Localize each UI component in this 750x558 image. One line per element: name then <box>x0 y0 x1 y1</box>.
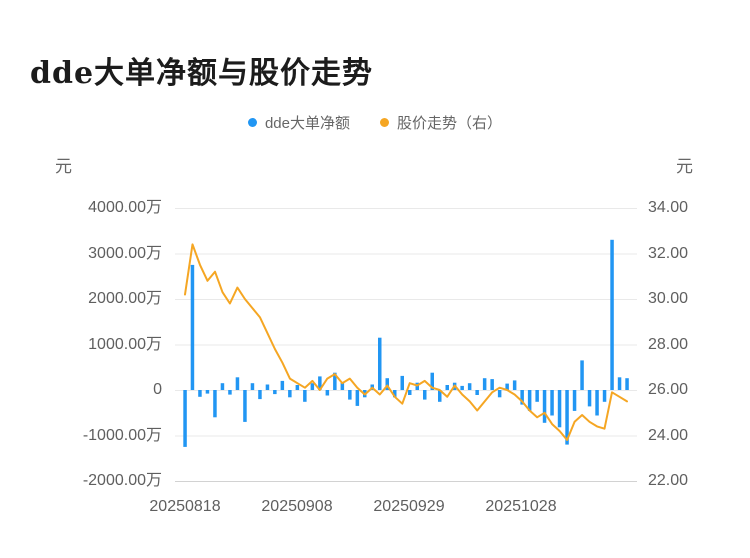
bar <box>340 382 345 390</box>
x-tick: 20250929 <box>373 498 445 515</box>
legend-item-dde[interactable]: dde大单净额 <box>247 112 350 133</box>
left-y-axis: 4000.00万 3000.00万 2000.00万 1000.00万 0 -1… <box>38 199 162 490</box>
legend: dde大单净额 股价走势（右） <box>0 112 750 133</box>
bar <box>378 337 382 390</box>
y-tick-left: 2000.00万 <box>88 290 162 307</box>
bars-series <box>183 239 629 447</box>
bar <box>430 372 434 390</box>
bar <box>460 385 464 390</box>
bar <box>250 383 255 390</box>
price-line <box>184 243 628 441</box>
bar <box>602 390 607 402</box>
bar <box>280 380 285 390</box>
bar <box>527 390 532 411</box>
bar <box>325 390 330 396</box>
bar <box>303 390 307 402</box>
legend-label: 股价走势（右） <box>397 115 503 132</box>
bar <box>452 382 457 390</box>
bar <box>265 384 270 390</box>
bar <box>213 390 217 418</box>
y-tick-right: 30.00 <box>648 290 689 307</box>
bar <box>310 383 315 390</box>
y-tick-right: 24.00 <box>648 426 689 444</box>
bar <box>355 390 360 406</box>
bar <box>235 377 240 390</box>
bar <box>385 378 389 390</box>
bar <box>617 377 622 390</box>
bar <box>580 360 584 390</box>
y-tick-left: -2000.00万 <box>82 472 162 489</box>
y-tick-right: 32.00 <box>648 244 689 262</box>
x-axis: 20250818 20250908 20250929 20251028 <box>0 498 750 520</box>
y-tick-left: 0 <box>153 381 162 398</box>
bar <box>557 390 562 428</box>
bar <box>445 385 449 390</box>
bar <box>512 380 517 390</box>
bar <box>190 264 195 390</box>
y-tick-right: 28.00 <box>648 335 689 353</box>
bar <box>400 375 404 390</box>
y-tick-right: 26.00 <box>648 381 689 398</box>
y-tick-right: 34.00 <box>648 199 689 216</box>
x-tick: 20250818 <box>149 498 221 515</box>
bar <box>572 390 577 411</box>
bar <box>438 390 442 402</box>
bar <box>363 390 367 398</box>
legend-dot-icon <box>380 118 389 127</box>
legend-item-price[interactable]: 股价走势（右） <box>380 112 502 133</box>
bar <box>288 390 292 398</box>
bar <box>333 372 337 390</box>
legend-dot-icon <box>247 118 257 127</box>
right-axis-unit: 元 <box>676 157 693 176</box>
y-tick-left: 3000.00万 <box>88 244 162 262</box>
bar <box>348 390 352 400</box>
bar <box>228 390 232 395</box>
bar <box>535 390 539 402</box>
bar <box>393 390 397 398</box>
bar <box>475 390 479 395</box>
bar <box>295 385 300 390</box>
y-tick-left: -1000.00万 <box>82 426 162 444</box>
page-title: dde大单净额与股价走势 <box>30 56 374 92</box>
bar <box>467 383 472 390</box>
bar <box>205 390 210 394</box>
bar <box>542 390 547 423</box>
bar <box>505 383 509 390</box>
bar <box>565 390 569 445</box>
bar <box>183 390 187 447</box>
bar <box>408 390 412 395</box>
bar <box>243 390 247 422</box>
bar <box>318 376 322 390</box>
y-tick-left: 4000.00万 <box>88 199 162 216</box>
bar <box>220 383 225 390</box>
x-tick: 20251028 <box>485 498 557 515</box>
bar <box>198 390 202 397</box>
bar <box>587 390 592 407</box>
right-y-axis: 34.00 32.00 30.00 28.00 26.00 24.00 22.0… <box>648 199 718 490</box>
bar <box>610 239 614 390</box>
bar <box>625 378 629 390</box>
bar <box>497 390 502 398</box>
bar <box>490 379 494 390</box>
x-tick: 20250908 <box>261 498 333 515</box>
y-tick-right: 22.00 <box>648 472 689 489</box>
bar <box>550 390 554 416</box>
legend-label: dde大单净额 <box>264 115 350 132</box>
bar <box>520 390 524 405</box>
bar <box>595 390 599 416</box>
y-tick-left: 1000.00万 <box>88 335 162 353</box>
bar <box>370 384 374 390</box>
bar <box>415 382 419 390</box>
bar <box>273 390 277 395</box>
bar <box>482 378 487 390</box>
bar <box>423 390 427 400</box>
bar <box>258 390 262 400</box>
left-axis-unit: 元 <box>55 157 72 176</box>
